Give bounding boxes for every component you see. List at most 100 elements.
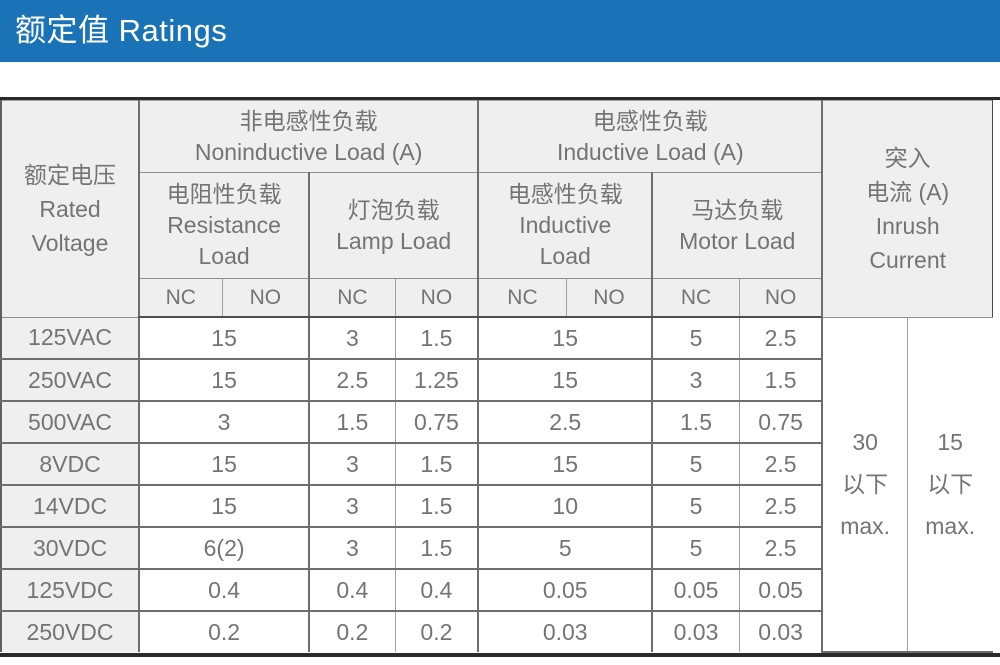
table-row: 125VAC 15 3 1.5 15 5 2.5 30 以下 max. 15 以… (0, 316, 993, 653)
ratings-table-wrapper: 额定电压 Rated Voltage 非电感性负载 Noninductive L… (0, 97, 1000, 657)
contact-type-cell: NC (477, 278, 567, 318)
en-label: Voltage (31, 229, 109, 256)
value-cell: 5 (651, 484, 740, 528)
motor-load-header: 马达负载 Motor Load (651, 172, 823, 279)
en-label: Noninductive Load (A) (194, 138, 423, 165)
value-cell: 0.05 (651, 568, 740, 612)
en-label: Load (198, 243, 250, 269)
header-row-groups: 额定电压 Rated Voltage 非电感性负载 Noninductive L… (0, 100, 994, 318)
value-cell: 1.5 (394, 484, 479, 528)
inrush-current-header: 突入 电流 (A) Inrush Current (821, 100, 994, 318)
title-bar: 额定值 Ratings (0, 0, 1000, 62)
zh-label: 电流 (A) (866, 178, 950, 205)
en-label: max. (925, 513, 976, 540)
en-label: Inrush (875, 212, 940, 239)
spacer (0, 62, 1000, 97)
contact-type-cell: NO (738, 278, 823, 318)
resistance-load-header: 电阻性负载 Resistance Load (138, 172, 310, 279)
value-cell: 0.4 (308, 568, 396, 612)
value-cell: 1.5 (394, 316, 479, 360)
inrush-15-max-cell: 15 以下 max. (906, 316, 993, 653)
en-label: Resistance (167, 212, 281, 238)
value-cell: 0.75 (394, 400, 479, 444)
inrush-30-max-cell: 30 以下 max. (821, 316, 908, 653)
value-cell: 0.2 (138, 610, 310, 652)
zh-label: 以下 (927, 471, 974, 498)
value-cell: 10 (477, 484, 653, 528)
header-row-contacts: NC NO NC NO NC NO NC NO (1, 278, 993, 318)
contact-type-cell: NO (394, 278, 479, 318)
value-cell: 3 (138, 400, 310, 444)
value-cell: 5 (651, 442, 740, 486)
zh-label: 非电感性负载 (239, 107, 378, 134)
table-row: 8VDC 15 3 1.5 15 5 2.5 (0, 442, 993, 486)
value-cell: 6(2) (138, 526, 310, 570)
en-label: Current (869, 246, 947, 273)
value-cell: 3 (308, 484, 396, 528)
zh-label: 突入 (884, 144, 931, 171)
contact-type-cell: NO (565, 278, 653, 318)
zh-label: 以下 (842, 471, 889, 498)
contact-type-cell: NC (308, 278, 396, 318)
inrush-value: 15 (937, 429, 963, 456)
table-row: 500VAC 3 1.5 0.75 2.5 1.5 0.75 (0, 400, 993, 444)
zh-label: 电感性负载 (592, 107, 708, 134)
contact-type-cell: NC (138, 278, 223, 318)
table-row: 125VDC 0.4 0.4 0.4 0.05 0.05 0.05 (0, 568, 993, 612)
en-label: Motor Load (679, 227, 796, 254)
voltage-cell: 500VAC (0, 400, 140, 444)
value-cell: 3 (308, 442, 396, 486)
header-row-loads: 电阻性负载 Resistance Load 灯泡负载 Lamp Load 电感性… (1, 172, 993, 279)
voltage-cell: 250VDC (0, 610, 140, 652)
contact-type-cell: NO (221, 278, 310, 318)
en-label: Inductive Load (A) (556, 138, 744, 165)
value-cell: 15 (138, 484, 310, 528)
value-cell: 0.03 (738, 610, 823, 652)
value-cell: 0.75 (738, 400, 823, 444)
voltage-cell: 14VDC (0, 484, 140, 528)
value-cell: 15 (138, 358, 310, 402)
table-row: 250VAC 15 2.5 1.25 15 3 1.5 (0, 358, 993, 402)
value-cell: 2.5 (738, 526, 823, 570)
voltage-cell: 125VAC (0, 316, 140, 360)
value-cell: 3 (308, 526, 396, 570)
zh-label: 额定电压 (24, 161, 117, 188)
table-row: 30VDC 6(2) 3 1.5 5 5 2.5 (0, 526, 993, 570)
value-cell: 5 (477, 526, 653, 570)
value-cell: 2.5 (738, 484, 823, 528)
table-row: 250VDC 0.2 0.2 0.2 0.03 0.03 0.03 (0, 610, 993, 652)
inrush-value: 30 (852, 429, 878, 456)
lamp-load-header: 灯泡负载 Lamp Load (308, 172, 479, 279)
value-cell: 1.5 (394, 442, 479, 486)
value-cell: 2.5 (477, 400, 653, 444)
voltage-cell: 125VDC (0, 568, 140, 612)
en-label: max. (840, 513, 891, 540)
zh-label: 马达负载 (691, 196, 784, 223)
value-cell: 1.25 (394, 358, 479, 402)
value-cell: 1.5 (651, 400, 740, 444)
value-cell: 2.5 (308, 358, 396, 402)
value-cell: 0.4 (138, 568, 310, 612)
value-cell: 5 (651, 316, 740, 360)
value-cell: 15 (477, 316, 653, 360)
value-cell: 2.5 (738, 316, 823, 360)
value-cell: 1.5 (738, 358, 823, 402)
zh-label: 电阻性负载 (166, 181, 282, 207)
value-cell: 3 (308, 316, 396, 360)
en-label: Load (539, 243, 591, 269)
value-cell: 0.2 (394, 610, 479, 652)
value-cell: 5 (651, 526, 740, 570)
value-cell: 15 (477, 358, 653, 402)
value-cell: 15 (477, 442, 653, 486)
value-cell: 0.2 (308, 610, 396, 652)
rated-voltage-header: 额定电压 Rated Voltage (0, 100, 140, 318)
inductive-load-header: 电感性负载 Inductive Load (A) (477, 100, 823, 173)
value-cell: 1.5 (308, 400, 396, 444)
value-cell: 0.4 (394, 568, 479, 612)
value-cell: 1.5 (394, 526, 479, 570)
zh-label: 灯泡负载 (347, 196, 440, 223)
en-label: Inductive (519, 212, 612, 238)
table-row: 14VDC 15 3 1.5 10 5 2.5 (0, 484, 993, 528)
voltage-cell: 250VAC (0, 358, 140, 402)
value-cell: 15 (138, 316, 310, 360)
